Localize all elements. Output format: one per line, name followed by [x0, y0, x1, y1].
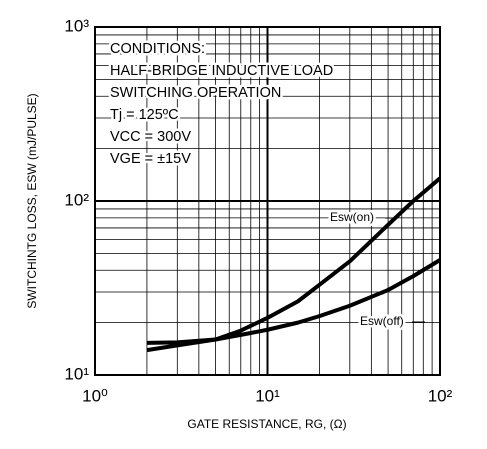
condition-text: Tj = 125ºC: [110, 107, 179, 123]
series-label: Esw(off): [360, 314, 404, 328]
condition-text: VGE = ±15V: [110, 151, 191, 167]
condition-text: VCC = 300V: [110, 129, 191, 145]
x-tick-label: 10¹: [255, 386, 280, 405]
condition-text: SWITCHING OPERATION: [110, 85, 281, 101]
series-label: Esw(on): [330, 210, 374, 224]
x-tick-label: 10²: [428, 386, 453, 405]
condition-text: HALF-BRIDGE INDUCTIVE LOAD: [110, 63, 333, 79]
x-tick-label: 10⁰: [82, 386, 108, 405]
y-tick-label: 10³: [64, 16, 89, 35]
y-tick-label: 10¹: [64, 364, 89, 383]
plot-frame: [94, 26, 441, 376]
y-tick-label: 10²: [64, 190, 89, 209]
condition-text: CONDITIONS:: [110, 41, 205, 57]
y-axis-label: SWITCHINTG LOSS, ESW (mJ/PULSE): [25, 93, 39, 308]
curve: [146, 258, 442, 353]
x-axis-label: GATE RESISTANCE, RG, (Ω): [187, 417, 346, 431]
